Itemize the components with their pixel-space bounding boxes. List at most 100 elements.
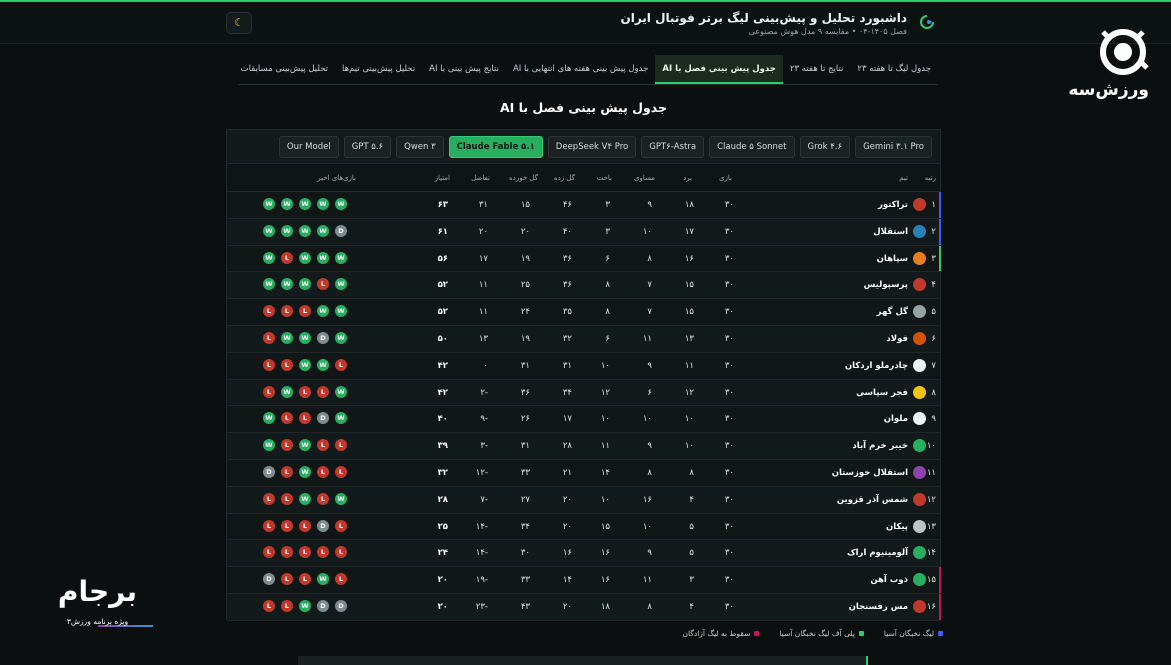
cell-played: ۳۰ [724,601,734,612]
cell-gf: ۲۰ [562,601,572,612]
cell-played: ۳۰ [724,333,734,344]
cell-won: ۱۷ [684,226,694,237]
model-button-2[interactable]: Grok ۴.۶ [799,135,851,158]
form-badge: D [335,224,347,237]
model-button-9[interactable]: Our Model [278,135,339,158]
table-row[interactable]: ۵ گل گهر ۳۰ ۱۵ ۷ ۸ ۳۵ ۲۴ ۱۱ ۵۲ W W L L L [227,299,940,326]
model-button-6[interactable]: Claude Fable ۵.۱ [448,135,543,158]
team-logo-icon [913,573,926,587]
table-row[interactable]: ۳ سپاهان ۳۰ ۱۶ ۸ ۶ ۳۶ ۱۹ ۱۷ ۵۶ W W W L W [227,245,941,273]
form-badge: W [299,492,311,505]
tab-7[interactable]: تحلیل پیش‌بینی مسابقات [240,64,329,74]
cell-team: تراکتور [877,200,908,210]
tab-1[interactable]: جدول لیگ تا هفته ۲۳ [857,64,931,74]
team-logo-icon [913,305,926,319]
cell-lost: ۸ [605,280,610,291]
form-badge: W [299,439,311,452]
form-badge: D [317,412,329,425]
varzesh3-logo-icon [1100,29,1149,75]
cell-drawn: ۹ [647,548,652,559]
cell-ga: ۳۴ [520,521,530,532]
model-button-5[interactable]: DeepSeek V۴ Pro [547,135,637,158]
model-button-4[interactable]: GPT۶-Astra [641,135,705,158]
cell-drawn: ۱۰ [642,414,652,425]
form-badge: W [335,198,347,210]
zone-indicator [939,245,941,272]
table-row[interactable]: ۱۲ شمس آذر قزوین ۳۰ ۴ ۱۶ ۱۰ ۲۰ ۲۷ -۷ ۲۸ W L W L L [227,486,940,514]
table-row[interactable]: ۲ استقلال ۳۰ ۱۷ ۱۰ ۳ ۴۰ ۲۰ ۲۰ ۶۱ D W W W W [227,218,941,246]
table-row[interactable]: ۶ فولاد ۳۰ ۱۳ ۱۱ ۶ ۳۲ ۱۹ ۱۳ ۵۰ W D W W L [227,325,940,353]
team-logo-icon [913,439,926,453]
cell-rank: ۹ [931,414,936,425]
model-button-8[interactable]: GPT ۵.۶ [343,135,392,158]
cell-drawn: ۱۱ [642,333,652,344]
page-subtitle: فصل ۱۴۰۵-۰۴ • مقایسه ۹ مدل هوش مصنوعی [748,27,907,36]
table-row[interactable]: ۱ تراکتور ۳۰ ۱۸ ۹ ۳ ۴۶ ۱۵ ۳۱ ۶۳ W W W W W [227,192,941,219]
team-logo-icon [913,198,926,211]
table-row[interactable]: ۱۵ ذوب آهن ۳۰ ۳ ۱۱ ۱۶ ۱۴ ۳۳ -۱۹ ۲۰ L W L L D [227,567,941,594]
bottom-strip [298,656,868,665]
tab-3[interactable]: جدول پیش بینی فصل با AI [655,55,783,84]
form-badge: W [281,331,293,344]
cell-played: ۳۰ [724,467,734,478]
cell-pts: ۳۹ [437,441,448,452]
cell-lost: ۳ [605,200,610,210]
zone-indicator [939,192,941,218]
tab-5[interactable]: نتایج پیش بینی با AI [429,64,499,74]
tab-4[interactable]: جدول پیش بینی هفته های انتهایی با AI [512,64,649,74]
form-badge: L [281,439,293,452]
table-row[interactable]: ۱۱ استقلال خوزستان ۳۰ ۸ ۸ ۱۴ ۲۱ ۳۳ -۱۲ ۳۲ L L W L D [227,460,940,487]
cell-gd: -۷ [480,494,488,505]
table-row[interactable]: ۱۶ مس رفسنجان ۳۰ ۴ ۸ ۱۸ ۲۰ ۴۳ -۲۳ ۲۰ D D W L L [227,593,941,621]
tab-6[interactable]: تحلیل پیش‌بینی تیم‌ها [342,64,416,74]
form-badge: L [281,519,293,532]
form-badge: L [317,385,329,398]
table-row[interactable]: ۱۰ خیبر خرم آباد ۳۰ ۱۰ ۹ ۱۱ ۲۸ ۳۱ -۳ ۳۹ L L W L W [227,433,940,460]
cell-played: ۳۰ [724,307,734,318]
table-row[interactable]: ۹ ملوان ۳۰ ۱۰ ۱۰ ۱۰ ۱۷ ۲۶ -۹ ۴۰ W D L L W [227,406,940,434]
cell-gd: -۱۴ [475,521,488,532]
cell-drawn: ۸ [647,467,652,478]
cell-gf: ۴۰ [562,226,572,237]
form-badge: L [263,305,275,318]
form-badge: L [263,331,275,344]
table-row[interactable]: ۱۴ آلومینیوم اراک ۳۰ ۵ ۹ ۱۶ ۱۶ ۳۰ -۱۴ ۲۴ L L L L L [227,540,940,568]
cell-team: سپاهان [876,253,908,264]
form-badge: L [335,465,347,478]
table-row[interactable]: ۴ پرسپولیس ۳۰ ۱۵ ۷ ۸ ۳۶ ۲۵ ۱۱ ۵۲ W L W W W [227,272,940,300]
cell-gf: ۲۰ [562,494,572,505]
form-badge: L [281,465,293,478]
model-button-7[interactable]: Qwen ۳ [396,135,444,158]
model-button-3[interactable]: Claude ۵ Sonnet [709,135,795,158]
form-badge: L [299,305,311,318]
cell-won: ۵ [689,521,694,532]
cell-lost: ۱۴ [600,467,610,478]
cell-pts: ۵۶ [437,253,448,264]
table-row[interactable]: ۷ چادرملو اردکان ۳۰ ۱۱ ۹ ۱۰ ۳۱ ۳۱ ۰ ۴۲ L W W L L [227,353,940,380]
brand-name: ورزش‌سه [1068,80,1149,100]
theme-toggle-button[interactable]: ☾ [226,12,252,34]
form-badge: L [299,412,311,425]
cell-gd: -۱۹ [475,575,488,586]
tab-2[interactable]: نتایج تا هفته ۲۳ [789,64,844,74]
cell-drawn: ۶ [647,387,652,398]
cell-lost: ۱۰ [600,360,610,371]
form-badge: W [281,278,293,291]
cell-gd: -۱۴ [475,548,488,559]
cell-ga: ۱۵ [520,200,530,210]
legend-item: سقوط به لیگ آزادگان [682,629,760,638]
dashboard-logo-icon [920,15,934,29]
cell-rank: ۱۵ [926,575,936,586]
form-badge: L [281,573,293,586]
model-button-1[interactable]: Gemini ۳.۱ Pro [855,135,932,158]
cell-gf: ۳۲ [562,333,572,344]
cell-won: ۱۶ [684,253,694,264]
table-row[interactable]: ۱۳ پیکان ۳۰ ۵ ۱۰ ۱۵ ۲۰ ۳۴ -۱۴ ۲۵ L D L L L [227,514,940,541]
cell-lost: ۱۲ [600,387,610,398]
table-row[interactable]: ۸ فجر سپاسی ۳۰ ۱۲ ۶ ۱۲ ۳۴ ۳۶ -۲ ۴۲ W L L W L [227,379,940,407]
form-badge: L [281,305,293,318]
cell-played: ۳۰ [724,360,734,371]
